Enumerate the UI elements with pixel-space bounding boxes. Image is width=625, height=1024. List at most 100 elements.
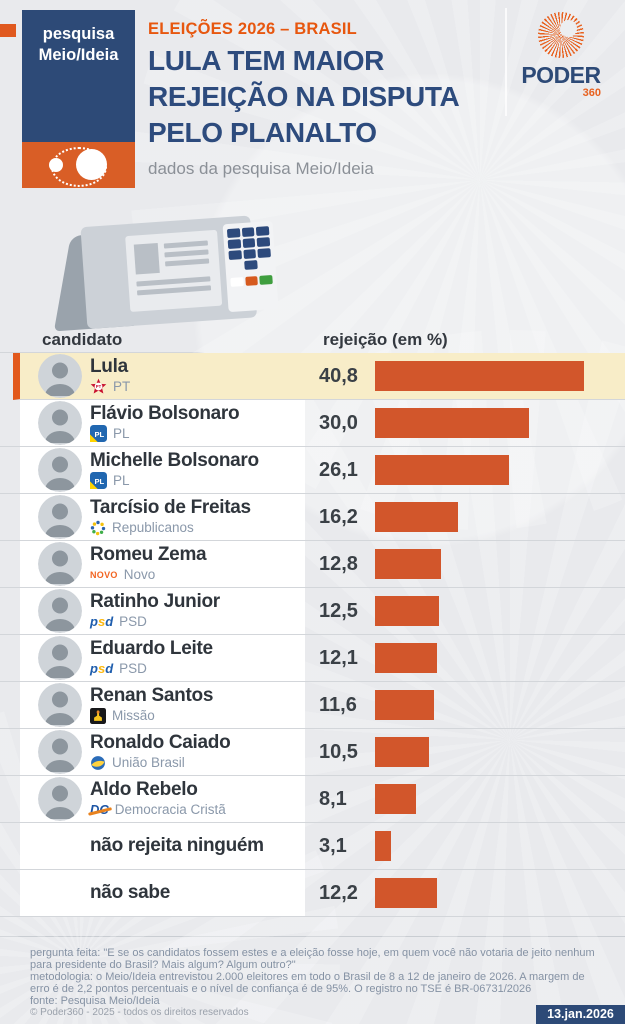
title-line-3: PELO PLANALTO — [148, 117, 377, 148]
voting-machine-keypad — [222, 220, 279, 313]
page-title: LULA TEM MAIOR REJEIÇÃO NA DISPUTA PELO … — [148, 43, 460, 151]
rejection-value: 12,5 — [319, 599, 358, 622]
party-name: PT — [113, 379, 131, 394]
party-line: DC Democracia Cristã — [90, 801, 226, 818]
party-line: psd PSD — [90, 613, 220, 630]
candidate-name: Ratinho Junior — [90, 591, 220, 612]
party-name: Republicanos — [112, 520, 194, 535]
candidate-cell: Renan Santos Missão — [20, 682, 305, 728]
party-name: PSD — [119, 661, 147, 676]
source-text: fonte: Pesquisa Meio/Ideia — [30, 995, 160, 1007]
party-name: PSD — [119, 614, 147, 629]
methodology-text: metodologia: o Meio/Ideia entrevistou 2.… — [30, 971, 585, 995]
copyright-text: © Poder360 - 2025 - todos os direitos re… — [30, 1007, 249, 1018]
footer-divider — [0, 936, 625, 937]
table-row: Flávio Bolsonaro PL PL 30,0 — [0, 400, 625, 447]
party-logo-dc-icon: DC — [90, 802, 109, 817]
date-badge: 13.jan.2026 — [536, 1005, 625, 1024]
corrige-key — [244, 276, 259, 286]
table-row: não sabe 12,2 — [0, 870, 625, 917]
rejection-bar — [375, 502, 458, 532]
poder360-wordmark: PODER — [521, 62, 601, 88]
party-logo-uniao-brasil-icon — [91, 755, 105, 770]
candidate-name: não rejeita ninguém — [90, 835, 264, 856]
column-header-rejection: rejeição (em %) — [323, 330, 448, 349]
party-name: Novo — [123, 567, 156, 582]
candidate-cell: Ronaldo Caiado União Brasil — [20, 729, 305, 775]
table-row: Tarcísio de Freitas Republicanos 16,2 — [0, 494, 625, 541]
rejection-bar — [375, 643, 437, 673]
pesquisa-badge: pesquisa Meio/Ideia — [22, 10, 135, 188]
rejection-value: 8,1 — [319, 787, 347, 810]
table-row: Romeu Zema NOVO Novo 12,8 — [0, 541, 625, 588]
rejection-bar — [375, 690, 434, 720]
candidate-photo — [38, 495, 82, 539]
candidate-photo — [38, 354, 82, 398]
candidate-cell: Eduardo Leite psd PSD — [20, 635, 305, 681]
rejection-bar — [375, 784, 416, 814]
confirma-key — [259, 275, 273, 285]
poder360-sunburst-icon — [538, 12, 584, 58]
branco-key — [230, 277, 244, 287]
subtitle: dados da pesquisa Meio/Ideia — [148, 159, 374, 178]
header-text: ELEIÇÕES 2026 – BRASIL LULA TEM MAIOR RE… — [148, 20, 460, 179]
svg-text:PL: PL — [94, 430, 104, 439]
rejection-value: 12,1 — [319, 646, 358, 669]
candidate-photo — [38, 448, 82, 492]
voting-machine-body — [80, 215, 279, 330]
candidate-photo — [38, 589, 82, 633]
party-line: Missão — [90, 707, 213, 724]
meio-ideia-logo-icon — [48, 147, 109, 187]
candidate-name: não sabe — [90, 882, 170, 903]
candidate-photo — [38, 636, 82, 680]
voting-machine-screen — [125, 229, 223, 313]
party-line: União Brasil — [90, 754, 230, 771]
rejection-value: 12,2 — [319, 881, 358, 904]
party-line: NOVO Novo — [90, 566, 206, 583]
party-name: PL — [113, 473, 130, 488]
candidate-name: Aldo Rebelo — [90, 779, 198, 800]
rejection-value: 40,8 — [319, 364, 358, 387]
candidate-cell: Flávio Bolsonaro PL PL — [20, 400, 305, 446]
rejection-bar — [375, 361, 584, 391]
candidate-photo — [38, 730, 82, 774]
party-line: Republicanos — [90, 519, 251, 536]
footer: pergunta feita: "E se os candidatos foss… — [30, 947, 595, 1007]
badge-line2: Meio/Ideia — [38, 46, 119, 64]
kicker: ELEIÇÕES 2026 – BRASIL — [148, 20, 357, 38]
rejection-bar — [375, 878, 437, 908]
party-name: Missão — [112, 708, 155, 723]
candidate-name: Michelle Bolsonaro — [90, 450, 259, 471]
candidate-name: Lula — [90, 356, 128, 377]
table-row: Eduardo Leite psd PSD 12,1 — [0, 635, 625, 682]
rejection-value: 3,1 — [319, 834, 347, 857]
rejection-bar — [375, 737, 429, 767]
poder360-number: 360 — [582, 87, 601, 99]
party-line: PL PL — [90, 472, 259, 489]
party-line: PL PL — [90, 425, 239, 442]
rejection-value: 12,8 — [319, 552, 358, 575]
table-row: Lula PT PT 40,8 — [13, 353, 625, 400]
rejection-value: 11,6 — [319, 693, 357, 716]
candidate-name: Ronaldo Caiado — [90, 732, 231, 753]
candidate-name: Romeu Zema — [90, 544, 207, 565]
rejection-value: 10,5 — [319, 740, 358, 763]
rejection-bar — [375, 596, 439, 626]
candidate-cell: Ratinho Junior psd PSD — [20, 588, 305, 634]
rejection-value: 16,2 — [319, 505, 358, 528]
party-logo-missao-icon — [90, 707, 106, 724]
rejection-bar — [375, 455, 509, 485]
candidate-photo — [38, 683, 82, 727]
candidate-cell: Aldo Rebelo DC Democracia Cristã — [20, 776, 305, 822]
party-name: União Brasil — [112, 755, 185, 770]
table-row: Aldo Rebelo DC Democracia Cristã 8,1 — [0, 776, 625, 823]
rejection-bar — [375, 408, 529, 438]
table-header: candidato rejeição (em %) — [0, 330, 625, 352]
party-line: psd PSD — [90, 660, 213, 677]
candidate-photo — [38, 401, 82, 445]
candidate-cell: não rejeita ninguém — [20, 823, 305, 869]
party-logo-psd-icon: psd — [90, 613, 114, 629]
svg-text:PL: PL — [94, 477, 104, 486]
party-logo-psd-icon: psd — [90, 660, 114, 676]
